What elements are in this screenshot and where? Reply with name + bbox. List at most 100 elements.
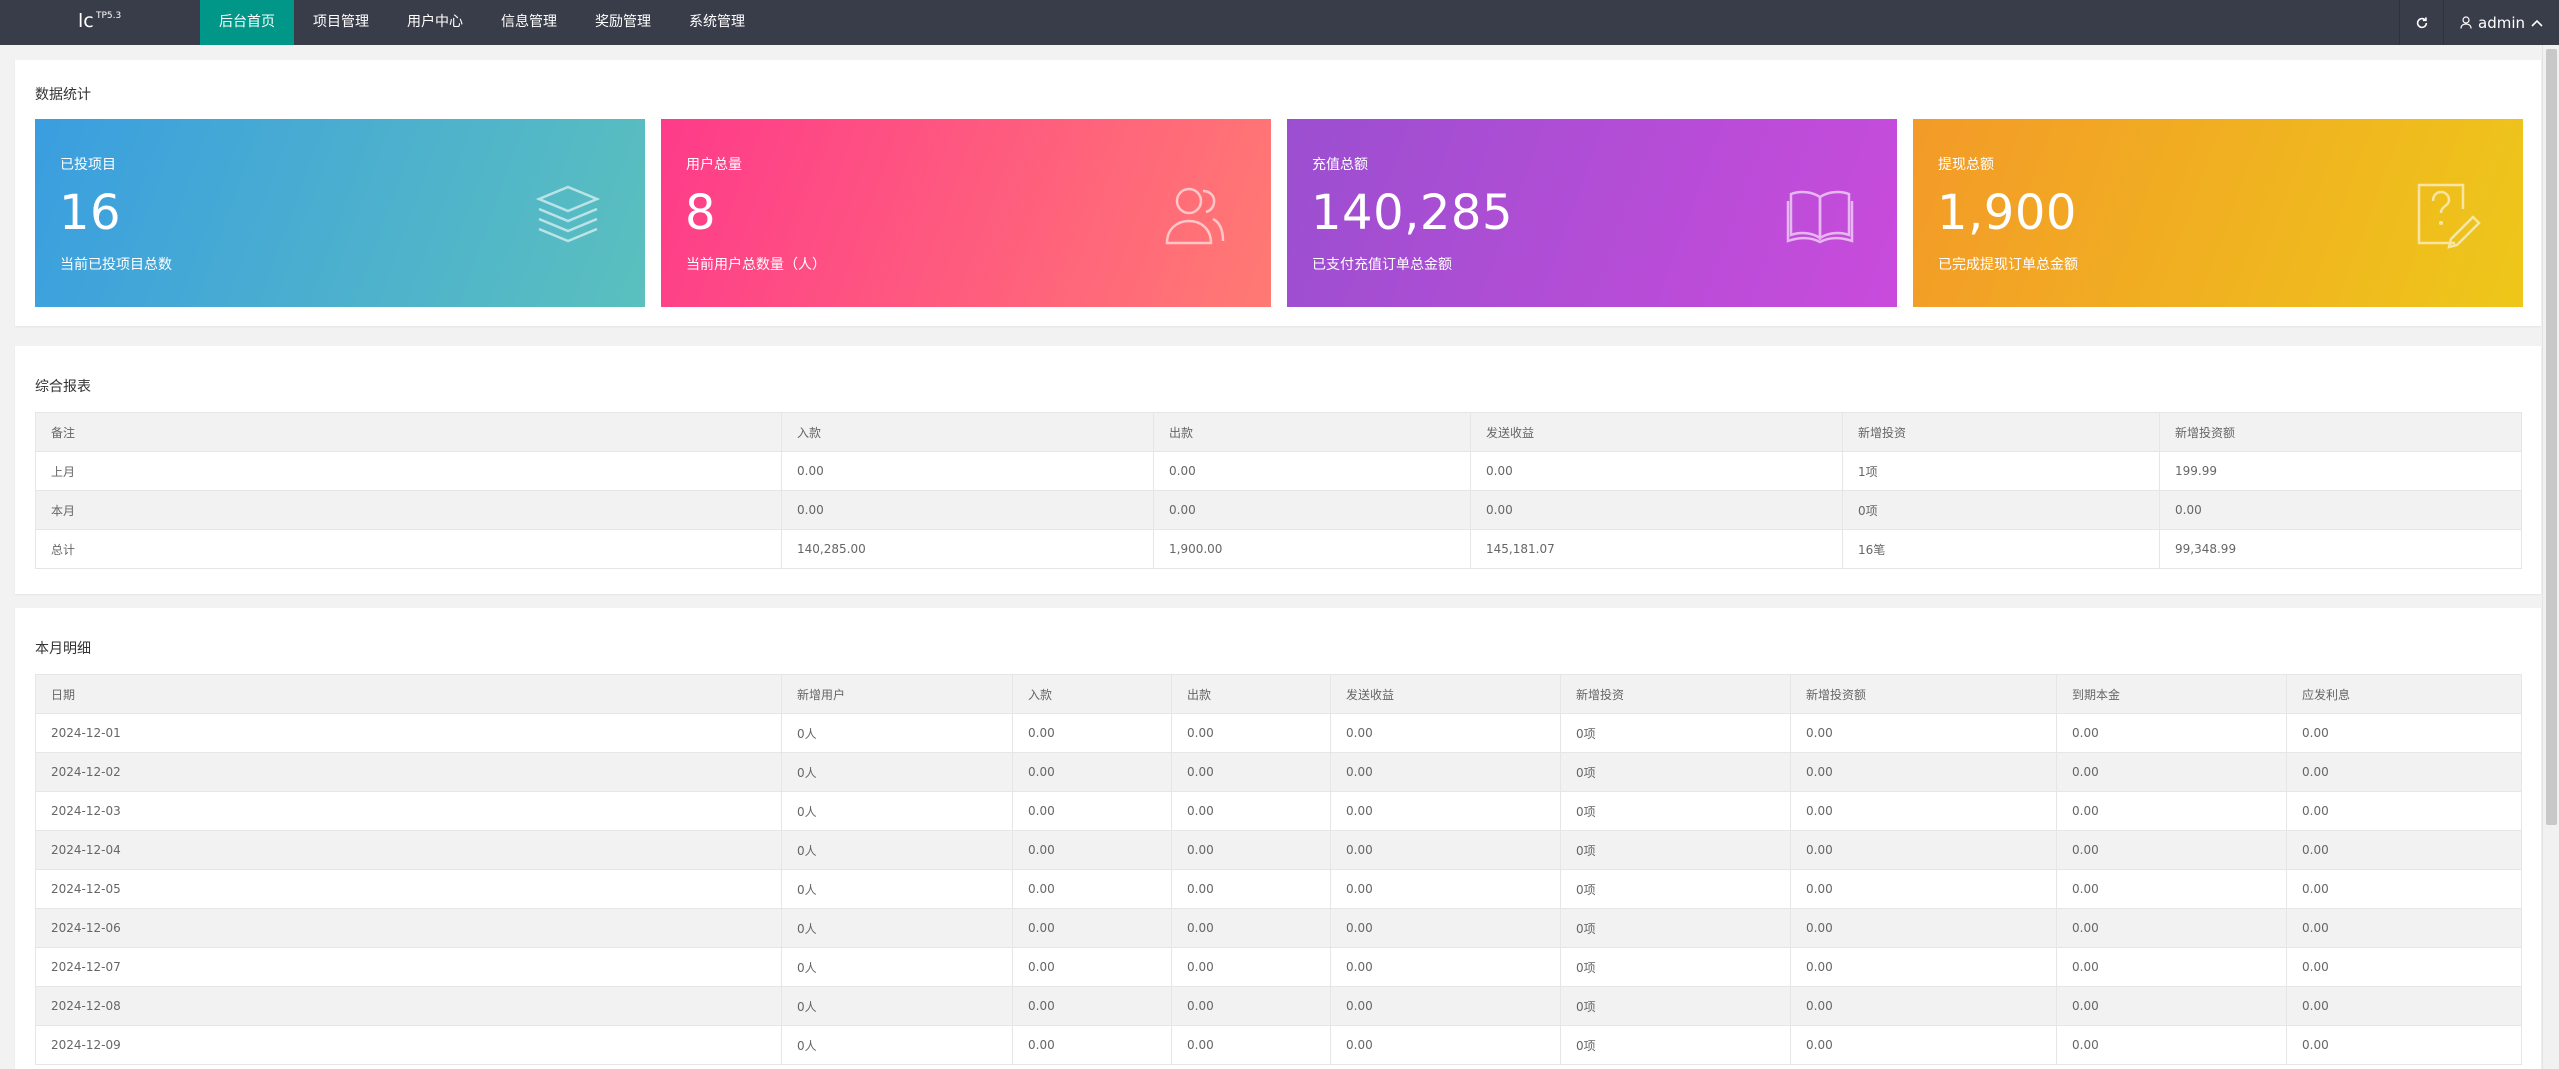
table-cell: 0.00 — [2286, 830, 2522, 870]
table-row: 2024-12-03 0人 0.00 0.00 0.00 0项 0.00 0.00 0.00 — [35, 791, 2522, 831]
table-cell: 0.00 — [1012, 947, 1172, 987]
table-cell: 0.00 — [1171, 869, 1331, 909]
table-cell: 0.00 — [2286, 791, 2522, 831]
table-cell: 0.00 — [1790, 986, 2057, 1026]
table-cell: 0.00 — [1790, 752, 2057, 792]
table-cell: 0.00 — [1171, 713, 1331, 753]
table-cell: 140,285.00 — [781, 529, 1154, 569]
table-cell: 0.00 — [1171, 908, 1331, 948]
book-icon — [1786, 190, 1854, 244]
table-cell: 0.00 — [2286, 947, 2522, 987]
table-cell: 0项 — [1560, 1025, 1791, 1065]
nav-home[interactable]: 后台首页 — [200, 0, 294, 45]
table-cell: 0.00 — [1330, 830, 1561, 870]
table-cell: 上月 — [35, 451, 782, 491]
users-icon — [1165, 187, 1225, 245]
nav-projects[interactable]: 项目管理 — [313, 14, 369, 30]
table-cell: 0.00 — [2159, 490, 2522, 530]
stat-value: 16 — [59, 185, 122, 241]
table-row: 2024-12-04 0人 0.00 0.00 0.00 0项 0.00 0.00 0.00 — [35, 830, 2522, 870]
stat-label: 用户总量 — [686, 157, 742, 173]
table-cell: 0.00 — [1171, 830, 1331, 870]
refresh-button[interactable] — [2399, 0, 2443, 45]
table-cell: 2024-12-07 — [35, 947, 782, 987]
table-cell: 0.00 — [1012, 908, 1172, 948]
report-table: 备注 入款 出款 发送收益 新增投资 新增投资额 上月 0.00 0.00 0.00 1… — [35, 412, 2522, 569]
stat-value: 1,900 — [1937, 185, 2077, 241]
table-row: 2024-12-07 0人 0.00 0.00 0.00 0项 0.00 0.00 0.00 — [35, 947, 2522, 987]
user-menu[interactable]: admin — [2443, 0, 2559, 45]
table-cell: 0.00 — [1470, 490, 1843, 530]
table-cell: 0项 — [1560, 908, 1791, 948]
table-cell: 0人 — [781, 908, 1013, 948]
table-cell: 0.00 — [2056, 869, 2287, 909]
nav-info[interactable]: 信息管理 — [501, 14, 557, 30]
table-cell: 0.00 — [2286, 713, 2522, 753]
table-cell: 0.00 — [2056, 986, 2287, 1026]
table-cell: 0.00 — [1012, 986, 1172, 1026]
stat-value: 140,285 — [1311, 185, 1513, 241]
table-row: 2024-12-01 0人 0.00 0.00 0.00 0项 0.00 0.00 0.00 — [35, 713, 2522, 753]
table-cell: 0.00 — [1790, 947, 2057, 987]
table-cell: 0.00 — [1790, 1025, 2057, 1065]
table-row: 本月 0.00 0.00 0.00 0项 0.00 — [35, 490, 2522, 530]
stat-card-recharge: 充值总额 140,285 已支付充值订单总金额 — [1287, 119, 1897, 307]
table-cell: 0.00 — [1330, 908, 1561, 948]
logo[interactable]: lc TP5.3 — [0, 0, 200, 45]
table-cell: 0.00 — [1012, 791, 1172, 831]
table-cell: 0人 — [781, 986, 1013, 1026]
column-header: 发送收益 — [1470, 412, 1843, 452]
stat-card-users: 用户总量 8 当前用户总数量（人） — [661, 119, 1271, 307]
table-cell: 本月 — [35, 490, 782, 530]
table-cell: 0.00 — [1153, 451, 1471, 491]
table-cell: 0人 — [781, 1025, 1013, 1065]
stat-value: 8 — [685, 185, 717, 241]
column-header: 出款 — [1171, 674, 1331, 714]
table-cell: 0.00 — [2286, 869, 2522, 909]
stats-title: 数据统计 — [35, 87, 91, 103]
table-cell: 0.00 — [1012, 752, 1172, 792]
stat-card-withdraw: 提现总额 1,900 已完成提现订单总金额 — [1913, 119, 2523, 307]
table-cell: 2024-12-01 — [35, 713, 782, 753]
table-row: 2024-12-06 0人 0.00 0.00 0.00 0项 0.00 0.00 0.00 — [35, 908, 2522, 948]
scrollbar-thumb[interactable] — [2546, 49, 2557, 825]
stat-label: 已投项目 — [60, 157, 116, 173]
table-cell: 199.99 — [2159, 451, 2522, 491]
table-cell: 0人 — [781, 830, 1013, 870]
table-cell: 0.00 — [2056, 830, 2287, 870]
table-cell: 2024-12-04 — [35, 830, 782, 870]
chevron-up-icon — [2531, 19, 2543, 27]
table-cell: 0项 — [1560, 791, 1791, 831]
stat-card-projects: 已投项目 16 当前已投项目总数 — [35, 119, 645, 307]
column-header: 新增投资额 — [2159, 412, 2522, 452]
edit-icon — [2417, 183, 2481, 249]
logo-version: TP5.3 — [96, 11, 122, 21]
table-row: 2024-12-05 0人 0.00 0.00 0.00 0项 0.00 0.00 0.00 — [35, 869, 2522, 909]
nav-rewards[interactable]: 奖励管理 — [595, 14, 651, 30]
table-cell: 0.00 — [1330, 713, 1561, 753]
table-cell: 0.00 — [1330, 986, 1561, 1026]
table-cell: 0.00 — [1012, 869, 1172, 909]
table-cell: 0.00 — [2286, 908, 2522, 948]
report-panel: 综合报表 备注 入款 出款 发送收益 新增投资 新增投资额 上月 0.00 0.00… — [15, 346, 2541, 594]
table-cell: 0项 — [1560, 752, 1791, 792]
nav-users[interactable]: 用户中心 — [407, 14, 463, 30]
table-cell: 0.00 — [1171, 947, 1331, 987]
table-cell: 2024-12-05 — [35, 869, 782, 909]
refresh-icon — [2416, 16, 2427, 28]
table-cell: 2024-12-03 — [35, 791, 782, 831]
table-cell: 0.00 — [1171, 986, 1331, 1026]
layers-icon — [535, 185, 601, 243]
table-cell: 2024-12-09 — [35, 1025, 782, 1065]
table-cell: 0人 — [781, 713, 1013, 753]
table-cell: 0.00 — [1012, 1025, 1172, 1065]
column-header: 到期本金 — [2056, 674, 2287, 714]
table-cell: 0.00 — [1330, 791, 1561, 831]
table-header-row: 日期 新增用户 入款 出款 发送收益 新增投资 新增投资额 到期本金 应发利息 — [35, 674, 2522, 714]
table-cell: 0.00 — [1470, 451, 1843, 491]
page-scrollbar[interactable] — [2542, 45, 2559, 1069]
table-cell: 145,181.07 — [1470, 529, 1843, 569]
nav-system[interactable]: 系统管理 — [689, 14, 745, 30]
table-row: 上月 0.00 0.00 0.00 1项 199.99 — [35, 451, 2522, 491]
table-cell: 0.00 — [2056, 908, 2287, 948]
